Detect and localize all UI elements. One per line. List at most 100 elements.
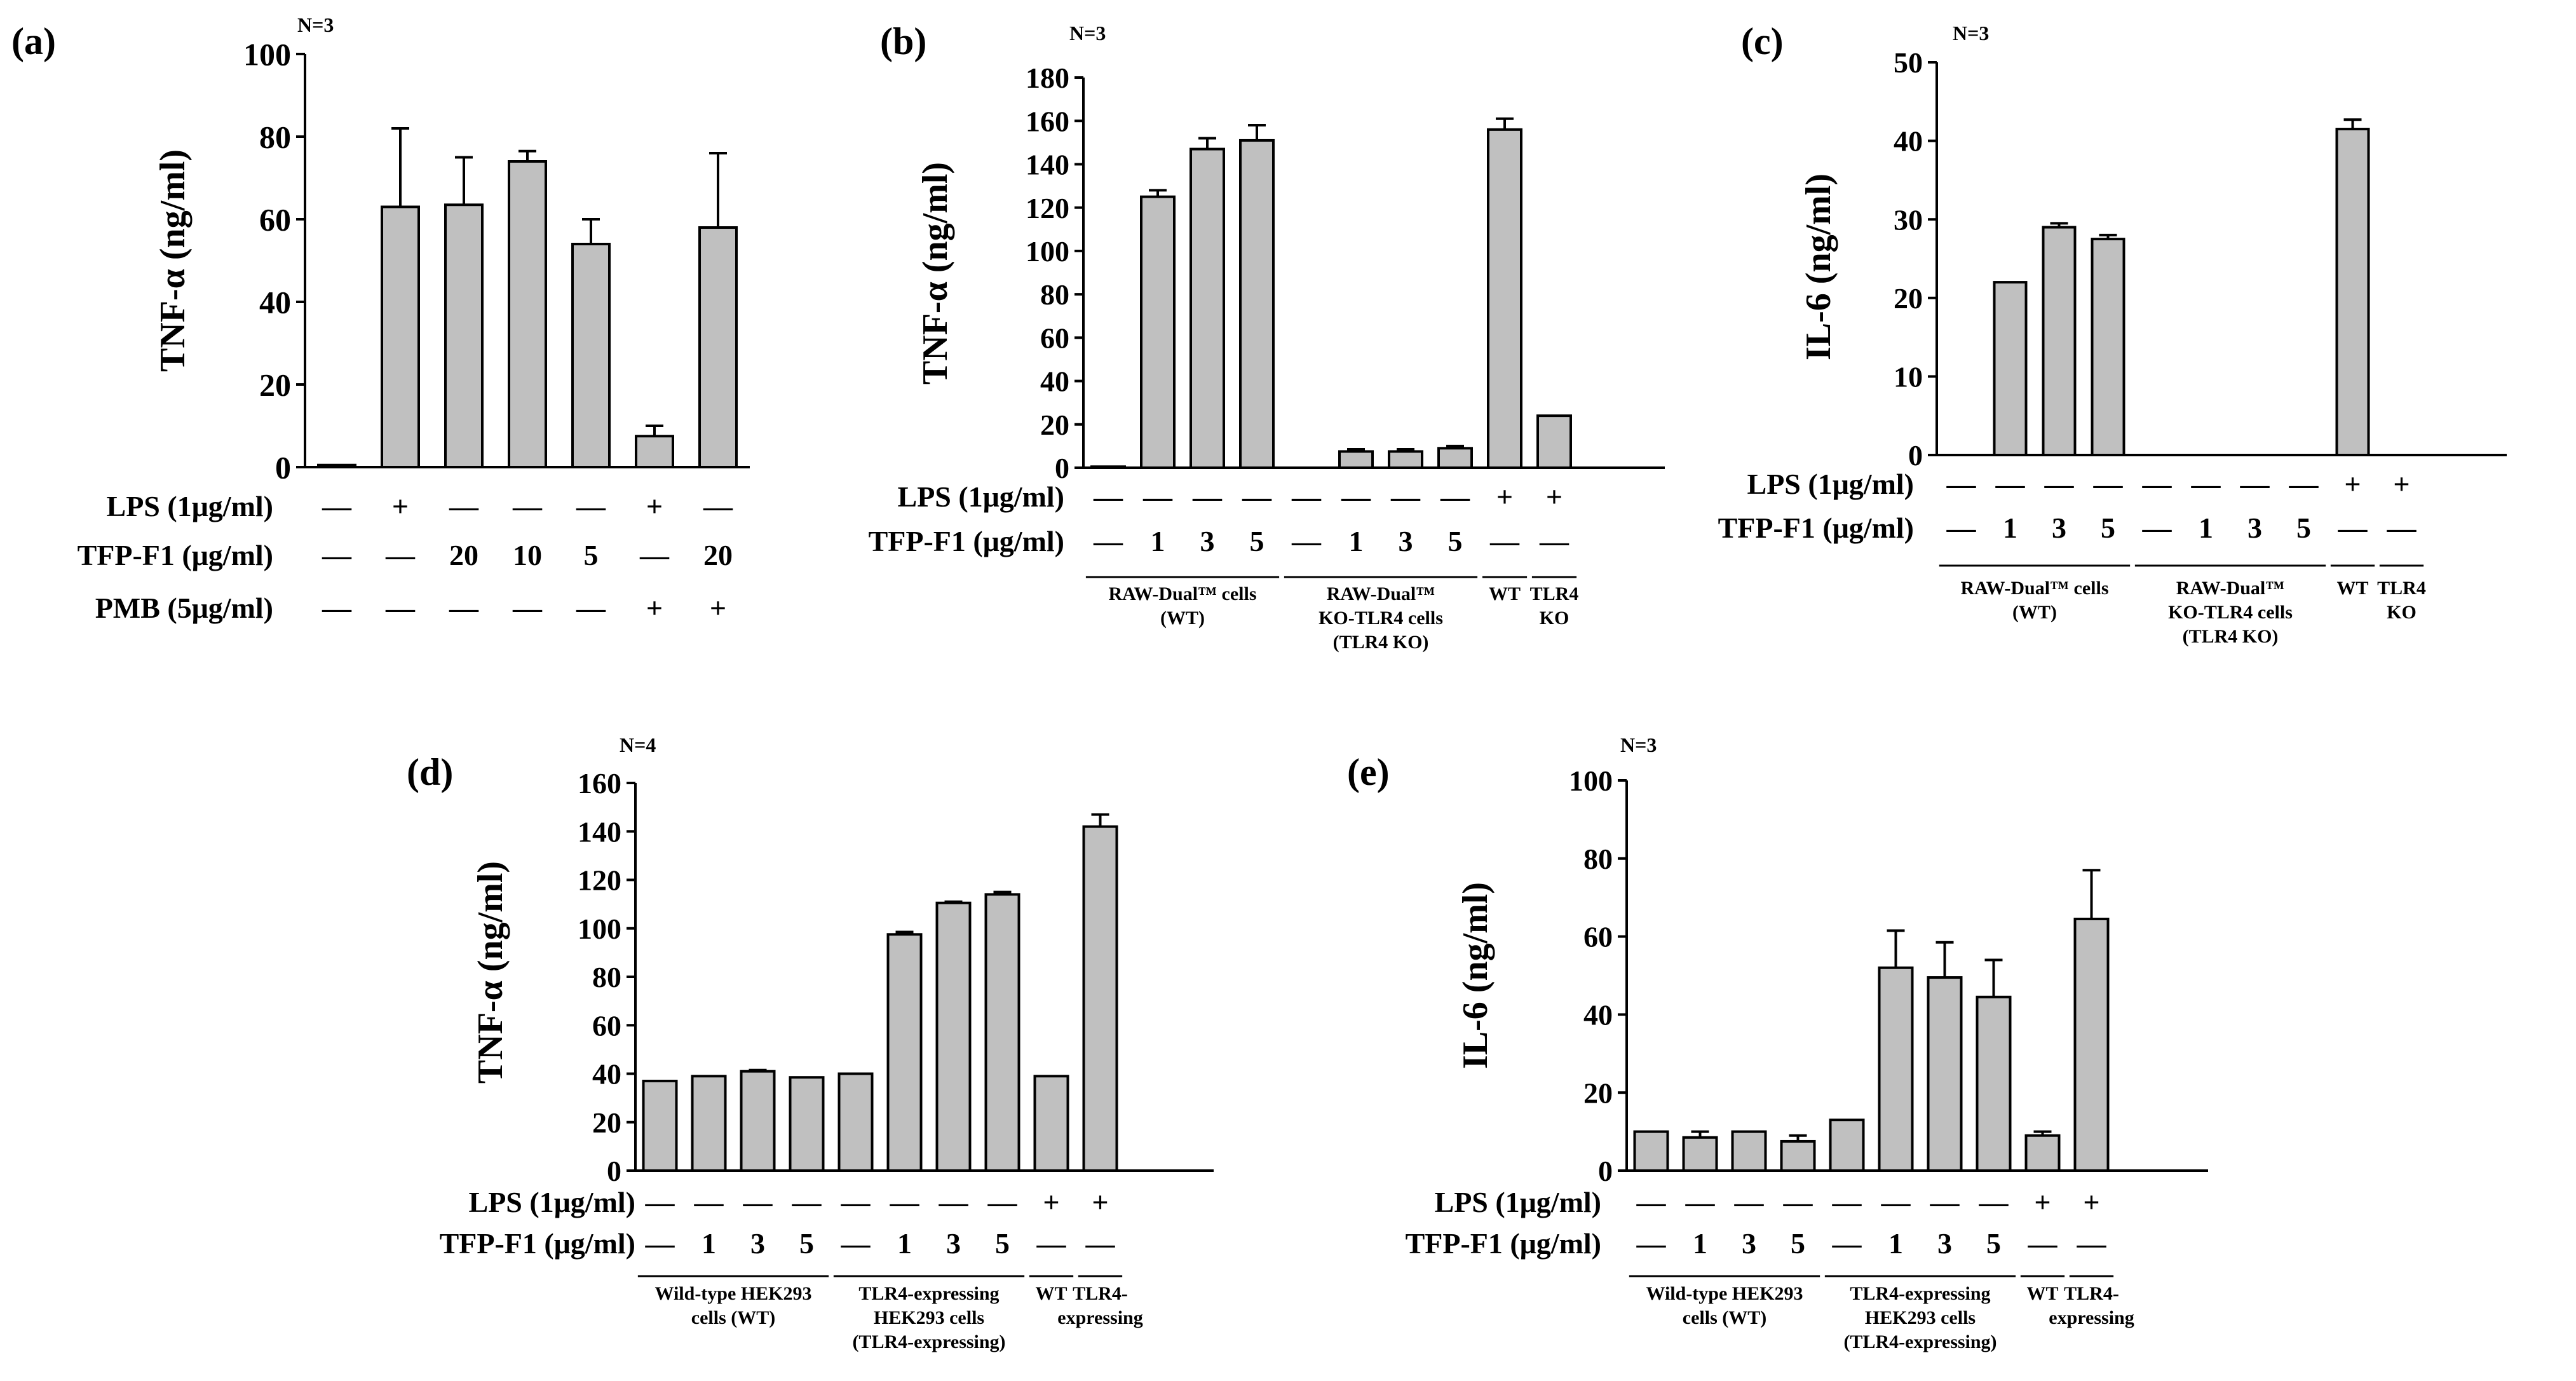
group-label: TLR4 (2377, 578, 2426, 599)
sample-size-label: N=3 (1069, 22, 1106, 44)
treatment-cell: 5 (584, 539, 599, 571)
bar (1190, 147, 1225, 469)
treatment-cell: 20 (449, 539, 478, 571)
group-label: (TLR4 KO) (1333, 632, 1429, 653)
group-label: TLR4 (1530, 583, 1579, 604)
treatment-row-label: TFP-F1 (μg/ml) (869, 525, 1064, 557)
treatment-cell: — (1636, 1186, 1667, 1218)
bar (1829, 1119, 1865, 1173)
treatment-cell: — (2077, 1227, 2107, 1260)
y-axis-title: TNF-α (ng/ml) (916, 162, 955, 384)
panel-c: (c) N=3 IL-6 (ng/ml) 0 10 20 30 40 50 LPS (1μg/ml… (1718, 20, 2507, 647)
group-label: (TLR4-expressing) (1843, 1331, 1996, 1352)
group-label: RAW-Dual™ cells (1108, 583, 1256, 604)
group-label: RAW-Dual™ cells (1960, 578, 2108, 599)
y-tick-label: 160 (1026, 105, 1069, 137)
treatment-cell: — (322, 592, 352, 624)
treatment-cell: — (322, 490, 352, 522)
treatment-cell: — (1390, 480, 1421, 513)
bar (1633, 1130, 1669, 1172)
bar (789, 1076, 825, 1172)
bar (740, 1070, 776, 1172)
treatment-cell: — (2044, 468, 2075, 500)
treatment-cell: 1 (1888, 1227, 1903, 1260)
panel-b: (b) N=3 TNF-α (ng/ml) 0 20 40 60 80 100 120 140 160… (869, 20, 1665, 653)
y-tick-label: 80 (259, 119, 291, 155)
group-label: KO-TLR4 cells (1319, 608, 1443, 629)
treatment-cell: + (2034, 1186, 2051, 1218)
y-tick-label: 120 (578, 864, 621, 897)
y-axis-title: TNF-α (ng/ml) (153, 149, 193, 372)
treatment-cell: — (512, 592, 543, 624)
treatment-cell: — (1946, 468, 1977, 500)
panel-d: (d) N=4 TNF-α (ng/ml) 0 20 40 60 80 100 120 140 160… (407, 733, 1214, 1352)
y-tick-label: 160 (578, 767, 621, 799)
bar (1487, 128, 1522, 470)
treatment-cell: — (1341, 480, 1371, 513)
group-label: (TLR4-expressing) (852, 1331, 1005, 1352)
treatment-cell: — (1093, 480, 1123, 513)
treatment-cell: + (1043, 1186, 1059, 1218)
treatment-cell: — (322, 539, 352, 571)
bar (381, 205, 420, 468)
treatment-cell: — (890, 1186, 920, 1218)
panel-a: (a) N=3 TNF-α (ng/ml) 0 20 40 60 80 100 LPS (1μg/… (11, 13, 750, 624)
y-tick-label: 0 (275, 450, 291, 486)
group-label: RAW-Dual™ (1327, 583, 1435, 604)
treatment-row-label: TFP-F1 (μg/ml) (78, 539, 273, 571)
y-tick-label: 60 (259, 202, 291, 238)
treatment-row-label: PMB (5μg/ml) (95, 592, 273, 624)
y-tick-label: 180 (1026, 62, 1069, 94)
treatment-cell: — (1930, 1186, 1960, 1218)
treatment-cell: + (1496, 480, 1513, 513)
bar (1082, 825, 1118, 1172)
y-tick-label: 40 (1894, 125, 1923, 158)
treatment-cell: — (1881, 1186, 1911, 1218)
group-label: WT (2026, 1283, 2058, 1304)
bar (837, 1072, 874, 1172)
group-label: TLR4- (1073, 1283, 1128, 1304)
treatment-cell: — (1995, 468, 2026, 500)
y-tick-label: 0 (1055, 452, 1069, 484)
treatment-cell: — (1979, 1186, 2009, 1218)
y-tick-label: 140 (578, 815, 621, 848)
treatment-cell: 5 (799, 1227, 814, 1260)
treatment-cell: — (639, 539, 670, 571)
treatment-row-label: TFP-F1 (μg/ml) (1718, 512, 1914, 544)
panel-label: (d) (407, 751, 453, 793)
group-label: TLR4-expressing (1850, 1283, 1990, 1304)
y-tick-label: 0 (607, 1155, 621, 1187)
treatment-cell: 5 (1986, 1227, 2001, 1260)
treatment-cell: 5 (995, 1227, 1010, 1260)
treatment-cell: — (841, 1227, 871, 1260)
treatment-cell: — (2028, 1227, 2058, 1260)
treatment-cell: — (1192, 480, 1223, 513)
treatment-cell: — (939, 1186, 969, 1218)
treatment-cell: 5 (1791, 1227, 1805, 1260)
treatment-cell: — (576, 490, 606, 522)
y-tick-label: 40 (592, 1058, 621, 1091)
treatment-cell: — (2093, 468, 2124, 500)
treatment-row-label: LPS (1μg/ml) (469, 1186, 635, 1218)
treatment-cell: + (2393, 468, 2410, 500)
treatment-cell: + (710, 592, 726, 624)
y-tick-label: 50 (1894, 46, 1923, 79)
y-tick-label: 10 (1894, 361, 1923, 393)
panel-label: (b) (880, 20, 926, 62)
treatment-cell: + (646, 490, 663, 522)
treatment-cell: — (1539, 525, 1569, 557)
bar (571, 243, 611, 468)
treatment-cell: 1 (2003, 512, 2017, 544)
bar (1878, 966, 1914, 1172)
y-tick-label: 20 (1894, 282, 1923, 315)
panel-label: (c) (1741, 20, 1784, 62)
treatment-cell: 5 (2296, 512, 2311, 544)
treatment-row-label: LPS (1μg/ml) (107, 490, 273, 522)
bar (2335, 128, 2370, 456)
y-tick-label: 40 (1040, 365, 1069, 398)
treatment-cell: — (1946, 512, 1977, 544)
treatment-cell: 1 (897, 1227, 912, 1260)
group-label: (TLR4 KO) (2183, 626, 2279, 647)
treatment-cell: + (392, 490, 409, 522)
treatment-cell: + (1546, 480, 1563, 513)
